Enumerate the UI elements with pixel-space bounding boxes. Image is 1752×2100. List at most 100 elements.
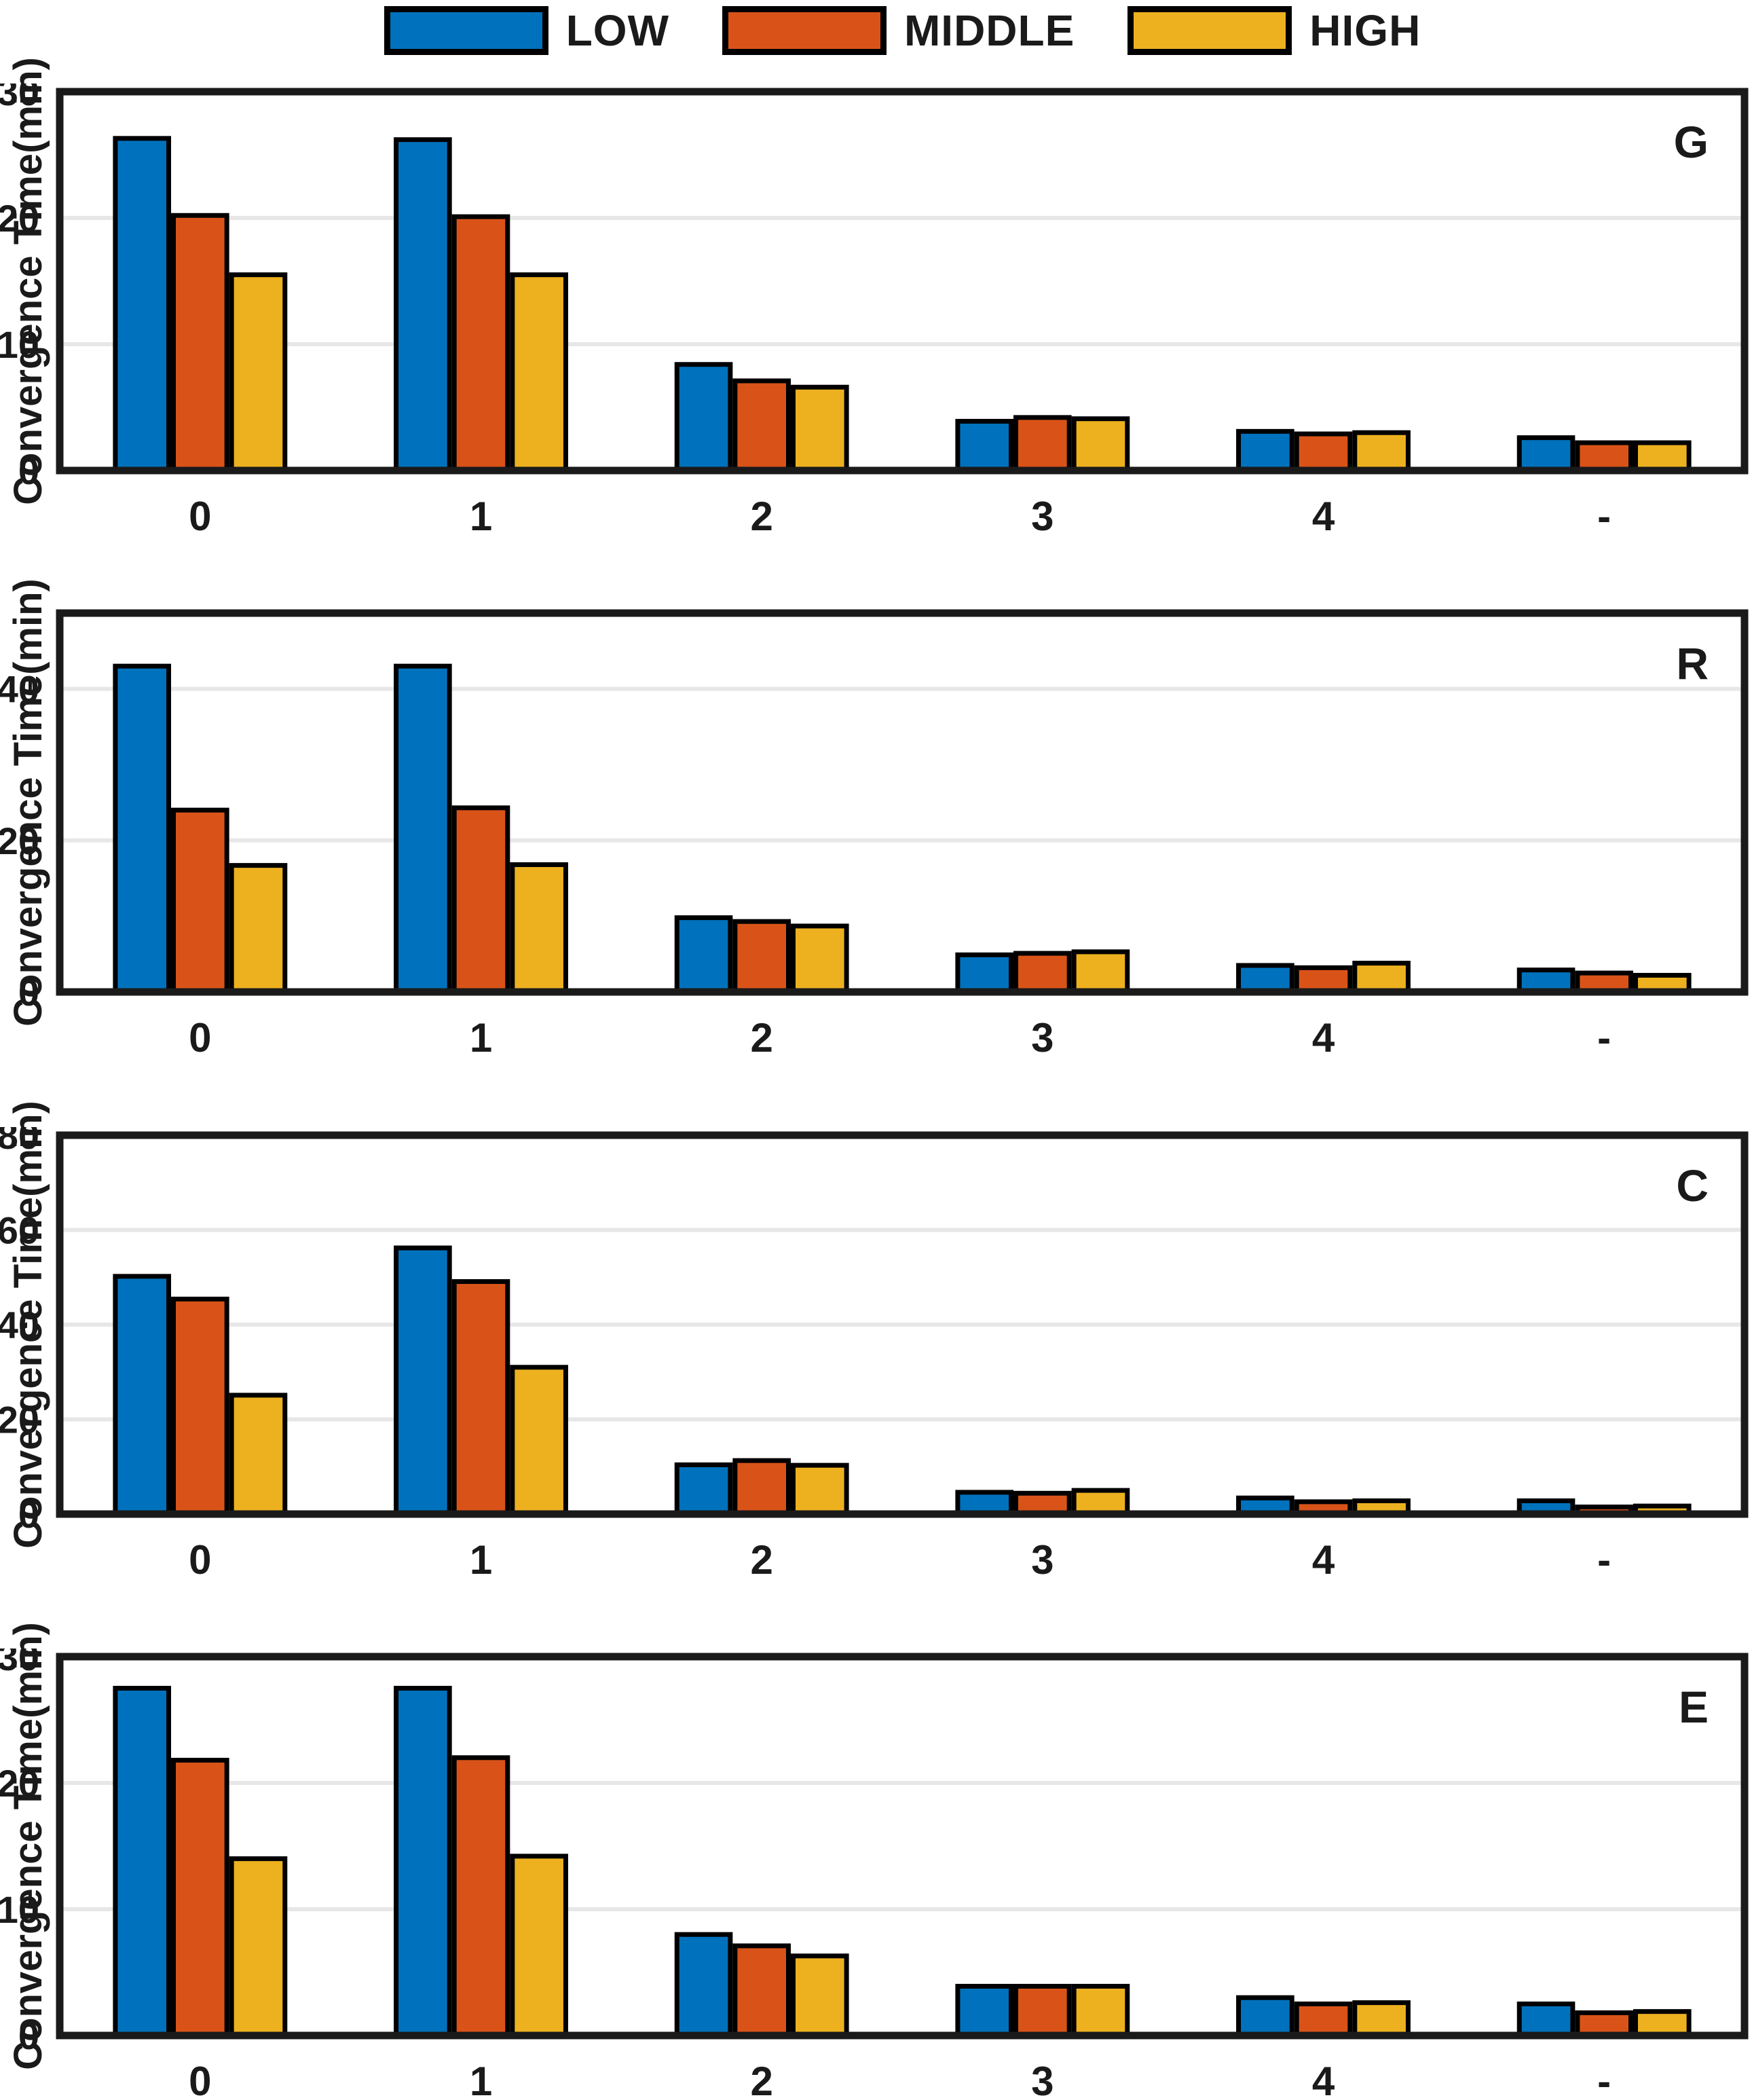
x-tick-label--: -	[1597, 1537, 1611, 1583]
x-tick-label-2: 2	[750, 2059, 772, 2100]
bar-middle-1	[451, 805, 510, 995]
x-tick-label-2: 2	[750, 1537, 772, 1583]
plot-area-e: 0 10 20 30 0 1 2 3 4 -	[0, 1648, 1749, 2100]
panel-letter-g: G	[1673, 117, 1709, 167]
bar-middle-0	[171, 213, 229, 473]
legend-swatch-low-icon	[384, 6, 548, 55]
bar-low-4	[1236, 1995, 1294, 2038]
y-tick-label-0: 0	[18, 2014, 39, 2057]
bar-middle-1	[451, 1279, 510, 1517]
x-tick-label--: -	[1597, 2059, 1611, 2100]
bar-middle-4	[1294, 431, 1353, 473]
bar-low-1	[394, 1686, 452, 2038]
bar-low-1	[394, 137, 452, 473]
y-tick-label-40: 40	[0, 1304, 39, 1346]
plot-area-g: 0 10 20 30 0 1 2 3 4 -	[0, 84, 1749, 539]
bar-high-2	[790, 923, 849, 995]
bar-high-1	[510, 862, 568, 995]
bar-middle-3	[1013, 951, 1072, 995]
axes-box	[56, 609, 1749, 996]
bar-low-2	[674, 1932, 733, 2038]
bar-low-1	[394, 1245, 452, 1517]
bar-high-2	[790, 384, 849, 473]
bar-middle-2	[732, 1943, 791, 2038]
legend-swatch-middle-icon	[722, 6, 887, 55]
x-tick-label-4: 4	[1312, 494, 1335, 539]
legend-label-low: LOW	[565, 6, 669, 55]
y-tick-label-20: 20	[0, 819, 39, 862]
x-tick-label-0: 0	[189, 1537, 211, 1583]
bar-low-1	[394, 663, 452, 995]
bar-high-0	[229, 272, 288, 473]
bar-high--	[1633, 440, 1692, 473]
bar-high-3	[1071, 1983, 1130, 2038]
x-tick-label-2: 2	[750, 494, 772, 539]
bar-middle-0	[171, 1296, 229, 1517]
bar-high-4	[1352, 430, 1411, 473]
bar-low--	[1516, 435, 1576, 473]
y-tick-label-30: 30	[0, 1648, 39, 1678]
bar-low-2	[674, 915, 733, 995]
bar-low-2	[674, 1462, 733, 1517]
bar-middle-3	[1013, 1983, 1072, 2038]
bar-high-4	[1352, 2000, 1411, 2038]
y-tick-label-10: 10	[0, 1888, 39, 1931]
x-tick-label-3: 3	[1031, 1537, 1054, 1583]
x-tick-label-3: 3	[1031, 494, 1054, 539]
x-tick-label-2: 2	[750, 1015, 772, 1061]
bar-middle-2	[732, 919, 791, 995]
bar-high-4	[1352, 961, 1411, 995]
bar-high-2	[790, 1462, 849, 1517]
legend-swatch-high-icon	[1127, 6, 1292, 55]
bar-low-3	[955, 952, 1014, 995]
bar-high-3	[1071, 949, 1130, 995]
plot-area-r: 0 20 40 0 1 2 3 4 -	[0, 609, 1749, 1061]
legend: LOW MIDDLE HIGH	[0, 5, 1752, 56]
x-tick-label-4: 4	[1312, 2059, 1335, 2100]
y-tick-label-0: 0	[18, 971, 39, 1014]
x-tick-label--: -	[1597, 494, 1611, 539]
bar-low-0	[113, 663, 172, 995]
x-tick-label-0: 0	[189, 1015, 211, 1061]
bar-middle-3	[1013, 415, 1072, 473]
x-tick-label-0: 0	[189, 494, 211, 539]
bar-low-3	[955, 418, 1014, 473]
bar-high-3	[1071, 416, 1130, 473]
bar-high-0	[229, 1393, 288, 1517]
legend-label-high: HIGH	[1309, 6, 1421, 55]
y-tick-label-60: 60	[0, 1209, 39, 1252]
bar-high-1	[510, 1854, 568, 2038]
legend-item-low: LOW	[384, 5, 669, 56]
panel-letter-c: C	[1676, 1160, 1709, 1211]
x-tick-label-4: 4	[1312, 1015, 1335, 1061]
bar-middle--	[1575, 440, 1633, 473]
bar-high-1	[510, 272, 568, 473]
bar-middle-0	[171, 1758, 229, 2038]
bar-high-2	[790, 1953, 849, 2038]
y-tick-label-80: 80	[0, 1127, 39, 1157]
bar-low-0	[113, 1686, 172, 2038]
bar-high-0	[229, 1856, 288, 2038]
x-tick-label-1: 1	[470, 494, 492, 539]
x-tick-label-1: 1	[470, 1537, 492, 1583]
bar-middle-2	[732, 1458, 791, 1517]
y-tick-label-20: 20	[0, 197, 39, 240]
bar-low-4	[1236, 963, 1294, 995]
x-tick-label-3: 3	[1031, 2059, 1054, 2100]
x-tick-label-3: 3	[1031, 1015, 1054, 1061]
axes-box	[56, 1131, 1749, 1518]
x-tick-label-4: 4	[1312, 1537, 1335, 1583]
legend-item-middle: MIDDLE	[722, 5, 1075, 56]
bar-low-2	[674, 362, 733, 473]
axes-box	[56, 1653, 1749, 2040]
y-tick-label-20: 20	[0, 1399, 39, 1441]
panel-letter-r: R	[1676, 638, 1709, 688]
y-tick-label-10: 10	[0, 323, 39, 366]
x-tick-label--: -	[1597, 1015, 1611, 1061]
legend-item-high: HIGH	[1127, 5, 1421, 56]
bar-middle-4	[1294, 2002, 1353, 2038]
bar-middle-0	[171, 807, 229, 995]
bar-middle-2	[732, 378, 791, 473]
y-tick-label-0: 0	[18, 449, 39, 492]
